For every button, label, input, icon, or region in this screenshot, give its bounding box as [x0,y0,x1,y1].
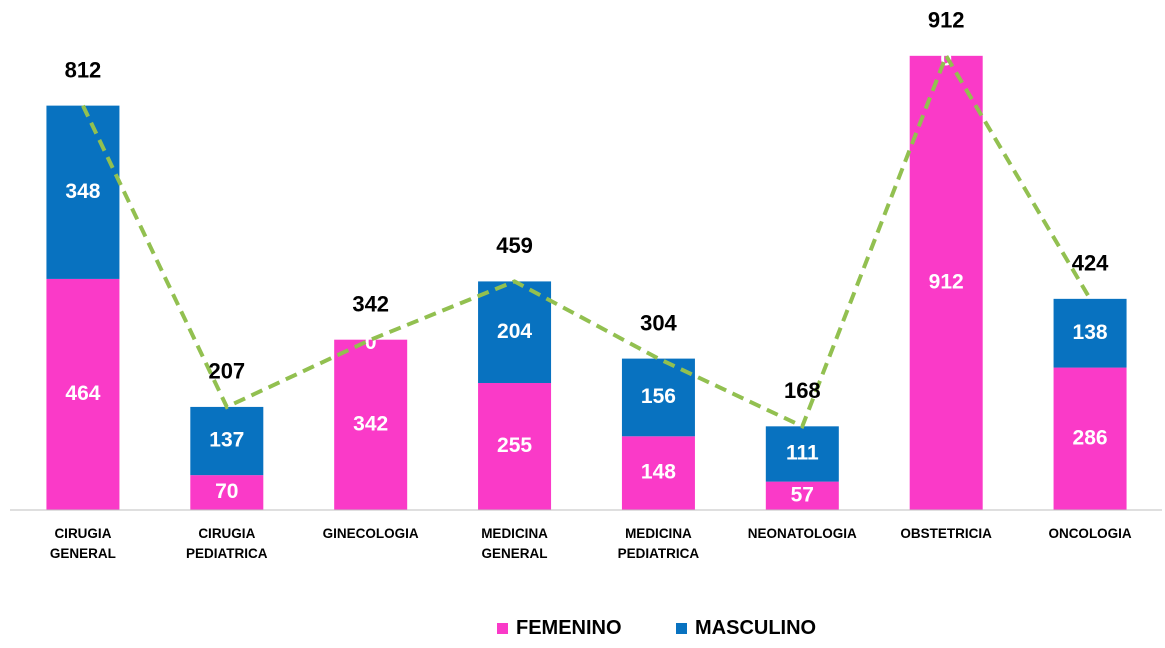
x-tick-label: NEONATOLOGIA [747,526,857,541]
total-line [81,51,1092,430]
bar-segment [765,481,839,510]
bar-segment [334,339,408,510]
total-label: 207 [208,359,245,384]
x-tick-label: ONCOLOGIA [1048,526,1132,541]
bar-segment [46,278,120,510]
bar-segment [765,426,839,482]
bar-segment [46,105,120,279]
legend-item: MASCULINO [676,617,816,640]
bar-segment [1053,298,1127,368]
segment-label: 464 [65,382,100,405]
segment-label: 348 [65,180,100,203]
total-label: 912 [928,8,965,33]
segment-label: 137 [209,429,244,452]
bar-segment [478,383,552,510]
segment-label: 156 [641,385,676,408]
total-label: 304 [640,310,677,335]
legend-label: MASCULINO [695,617,817,639]
segment-label: 0 [365,331,377,354]
legend-item: FEMENINO [497,617,622,640]
segment-label: 912 [929,270,964,293]
bar-segment [909,55,983,510]
total-label: 168 [784,378,821,403]
segment-label: 255 [497,434,532,457]
total-label: 459 [496,233,533,258]
x-tick-label: OBSTETRICIA [900,526,992,541]
legend-swatch [497,623,508,634]
x-tick-label: MEDICINA GENERAL [481,526,548,561]
legend-label: FEMENINO [516,617,622,639]
segment-label: 70 [215,480,238,503]
x-tick-label: CIRUGIA GENERAL [49,526,116,561]
total-label: 812 [65,57,102,82]
bar-segment [621,436,695,510]
segment-label: 138 [1073,321,1108,344]
segment-label: 111 [786,442,819,465]
bar-segment [1053,367,1127,510]
bar-segment [190,475,264,510]
segment-label: 342 [353,412,388,435]
total-label: 342 [352,291,389,316]
bar-segment [190,406,264,476]
legend-swatch [676,623,687,634]
segment-label: 57 [791,483,814,506]
total-label: 424 [1072,251,1109,276]
segment-label: 148 [641,461,676,484]
segment-label: 204 [497,320,532,343]
x-tick-label: CIRUGIA PEDIATRICA [186,526,268,561]
x-tick-label: MEDICINA PEDIATRICA [617,526,700,561]
x-tick-label: GINECOLOGIA [322,526,419,541]
bar-segment [478,281,552,384]
segment-label: 286 [1073,426,1108,449]
